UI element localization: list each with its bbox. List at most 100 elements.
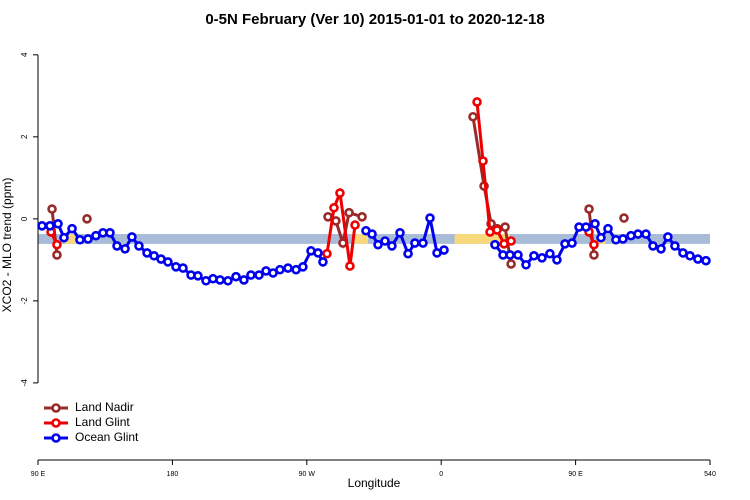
data-point: [178, 263, 188, 273]
data-point: [506, 259, 516, 269]
data-point: [47, 204, 57, 214]
data-point: [82, 214, 92, 224]
data-point: [590, 218, 600, 229]
data-point: [323, 212, 333, 222]
data-point: [584, 204, 594, 214]
data-point: [581, 222, 591, 232]
data-point: [537, 253, 547, 263]
legend-label: Land Glint: [75, 415, 130, 429]
data-point: [380, 236, 390, 246]
data-point: [656, 243, 666, 254]
data-point: [589, 250, 599, 260]
data-point: [134, 241, 144, 251]
data-point: [298, 262, 308, 272]
x-tick-label: 90 W: [299, 471, 316, 478]
data-point: [193, 271, 203, 281]
data-point: [521, 259, 531, 270]
data-point: [618, 234, 628, 244]
data-point: [589, 239, 599, 250]
data-point: [513, 250, 523, 260]
data-point: [329, 202, 339, 213]
data-point: [52, 239, 62, 250]
y-tick-label: 2: [20, 134, 29, 139]
x-tick-label: 90 E: [31, 471, 46, 478]
data-point: [83, 234, 93, 244]
data-point: [619, 213, 629, 223]
data-point: [67, 223, 77, 234]
data-point: [254, 270, 264, 280]
data-point: [149, 250, 159, 261]
data-point: [500, 222, 510, 232]
data-point: [37, 221, 47, 231]
data-point: [387, 241, 397, 251]
band-highlight: [454, 234, 510, 244]
data-point: [357, 212, 367, 222]
data-point: [75, 234, 85, 245]
data-point: [345, 261, 355, 271]
data-point: [410, 238, 420, 248]
data-point: [163, 257, 173, 267]
data-point: [112, 241, 122, 251]
data-point: [283, 263, 293, 273]
band-highlight: [354, 234, 369, 244]
x-tick-label: 90 E: [568, 471, 583, 478]
data-point: [318, 257, 328, 267]
data-point: [45, 221, 55, 231]
data-point: [127, 232, 137, 242]
band-highlight: [64, 234, 76, 244]
data-point: [105, 228, 115, 238]
legend-marker: [51, 433, 61, 443]
data-point: [567, 238, 577, 248]
data-point: [468, 111, 478, 122]
data-point: [52, 250, 62, 260]
data-point: [367, 229, 377, 239]
data-point: [215, 275, 225, 285]
data-point: [478, 156, 488, 166]
data-point: [418, 238, 428, 248]
data-point: [239, 275, 249, 285]
data-point: [490, 239, 500, 250]
data-point: [120, 243, 130, 254]
data-point: [552, 255, 562, 265]
data-point: [322, 248, 332, 259]
data-point: [472, 97, 482, 107]
data-point: [439, 245, 449, 255]
x-tick-label: 540: [704, 471, 716, 478]
y-tick-label: -4: [20, 379, 29, 387]
data-point: [425, 213, 435, 223]
data-point: [231, 271, 241, 282]
data-point: [246, 270, 256, 280]
data-point: [313, 248, 323, 258]
data-point: [633, 229, 643, 239]
data-point: [506, 236, 516, 246]
data-point: [492, 225, 502, 235]
data-point: [335, 188, 345, 198]
y-tick-label: -2: [20, 297, 29, 305]
data-point: [701, 255, 711, 266]
y-tick-label: 4: [20, 52, 29, 57]
data-point: [350, 220, 360, 230]
data-point: [693, 254, 703, 264]
data-point: [59, 232, 69, 243]
data-point: [663, 232, 673, 242]
y-axis-label: XCO2 - MLO trend (ppm): [0, 178, 14, 313]
data-point: [275, 264, 285, 275]
y-tick-label: 0: [20, 216, 29, 221]
legend-marker: [51, 403, 61, 413]
data-point: [403, 248, 413, 259]
legend-marker: [51, 418, 61, 428]
data-point: [603, 223, 613, 234]
x-tick-label: 180: [167, 471, 179, 478]
data-point: [505, 250, 515, 260]
data-point: [648, 241, 658, 251]
data-point: [529, 250, 539, 261]
data-point: [685, 250, 695, 261]
data-point: [670, 241, 680, 251]
data-point: [223, 275, 233, 286]
legend-label: Ocean Glint: [75, 430, 139, 444]
chart-title: 0-5N February (Ver 10) 2015-01-01 to 202…: [205, 11, 544, 28]
data-point: [545, 248, 555, 259]
data-point: [596, 232, 606, 243]
data-point: [344, 207, 354, 218]
